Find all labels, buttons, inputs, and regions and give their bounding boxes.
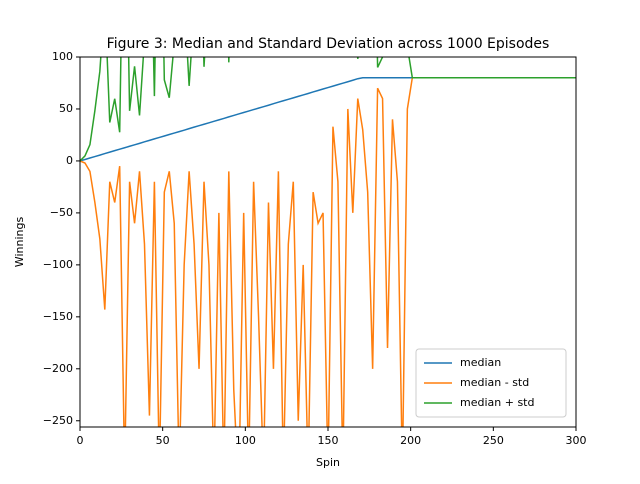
y-tick-label: −50 bbox=[50, 206, 73, 219]
y-axis-label: Winnings bbox=[13, 217, 26, 268]
chart-title: Figure 3: Median and Standard Deviation … bbox=[107, 36, 550, 52]
legend-label: median - std bbox=[460, 376, 529, 389]
y-tick-label: 50 bbox=[59, 102, 73, 115]
plot-area bbox=[80, 57, 576, 427]
x-tick-label: 0 bbox=[77, 434, 84, 447]
x-tick-label: 200 bbox=[400, 434, 421, 447]
series-line bbox=[80, 77, 576, 427]
series-line bbox=[80, 57, 576, 162]
legend-box bbox=[415, 348, 567, 418]
legend-label: median + std bbox=[460, 396, 534, 409]
x-tick-label: 50 bbox=[156, 434, 170, 447]
x-axis-label: Spin bbox=[316, 456, 340, 469]
y-tick-label: −100 bbox=[43, 258, 73, 271]
y-tick-label: −250 bbox=[43, 414, 73, 427]
series-line bbox=[80, 77, 576, 162]
x-tick-label: 100 bbox=[235, 434, 256, 447]
x-tick-label: 150 bbox=[318, 434, 339, 447]
y-tick-label: −200 bbox=[43, 362, 73, 375]
x-tick-label: 300 bbox=[566, 434, 587, 447]
legend-label: median bbox=[460, 356, 501, 369]
y-tick-label: 0 bbox=[66, 154, 73, 167]
x-tick-label: 250 bbox=[483, 434, 504, 447]
y-tick-label: 100 bbox=[52, 50, 73, 63]
y-tick-label: −150 bbox=[43, 310, 73, 323]
